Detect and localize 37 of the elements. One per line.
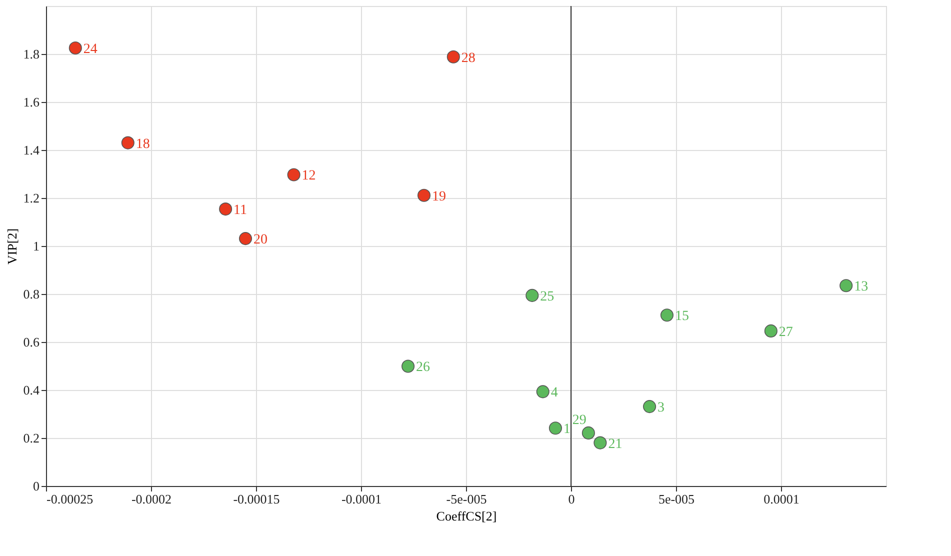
annotation: 20 xyxy=(254,232,268,248)
annotation: 18 xyxy=(136,136,150,152)
annotation: 26 xyxy=(416,360,430,376)
annotation: 24 xyxy=(83,42,98,57)
annotation: 12 xyxy=(302,168,316,184)
x-tick-label: 0.0001 xyxy=(764,492,800,506)
y-tick-label: 1.4 xyxy=(23,142,40,158)
annotation: 4 xyxy=(550,386,558,401)
y-tick-label: 0 xyxy=(33,478,40,494)
annotation: 21 xyxy=(608,436,622,452)
annotation: 27 xyxy=(778,324,793,340)
y-tick-label: 0.2 xyxy=(23,430,40,446)
y-tick-label: 1.2 xyxy=(23,190,40,206)
y-tick-label: 0.8 xyxy=(23,286,40,302)
x-tick-label: -0.00025 xyxy=(46,492,94,506)
x-tick-label: -0.0001 xyxy=(341,492,382,506)
annotation: 13 xyxy=(854,280,868,295)
annotation: 15 xyxy=(674,309,689,324)
x-tick-label: -0.00015 xyxy=(233,492,280,506)
annotation: 1 xyxy=(563,422,570,438)
x-tick-label: -5e-005 xyxy=(446,492,487,506)
y-tick-label: 1 xyxy=(33,238,40,254)
annotation: 11 xyxy=(234,203,248,218)
annotation: 25 xyxy=(540,289,554,304)
x-tick-label: 5e-005 xyxy=(658,492,695,506)
annotation: 3 xyxy=(658,400,665,416)
y-tick-label: 1.6 xyxy=(23,94,40,110)
x-tick-label: 0 xyxy=(568,492,575,506)
y-tick-label: 0.6 xyxy=(23,334,40,350)
annotation: 28 xyxy=(461,50,476,66)
x-axis-title: CoeffCS[2] xyxy=(436,508,497,524)
y-tick-label: 0.4 xyxy=(23,382,40,398)
y-axis-title: VIP[2] xyxy=(4,228,20,265)
x-tick-label: -0.0002 xyxy=(131,492,172,506)
annotation: 29 xyxy=(572,412,586,428)
annotation: 19 xyxy=(432,189,446,204)
y-tick-label: 1.8 xyxy=(23,46,40,62)
